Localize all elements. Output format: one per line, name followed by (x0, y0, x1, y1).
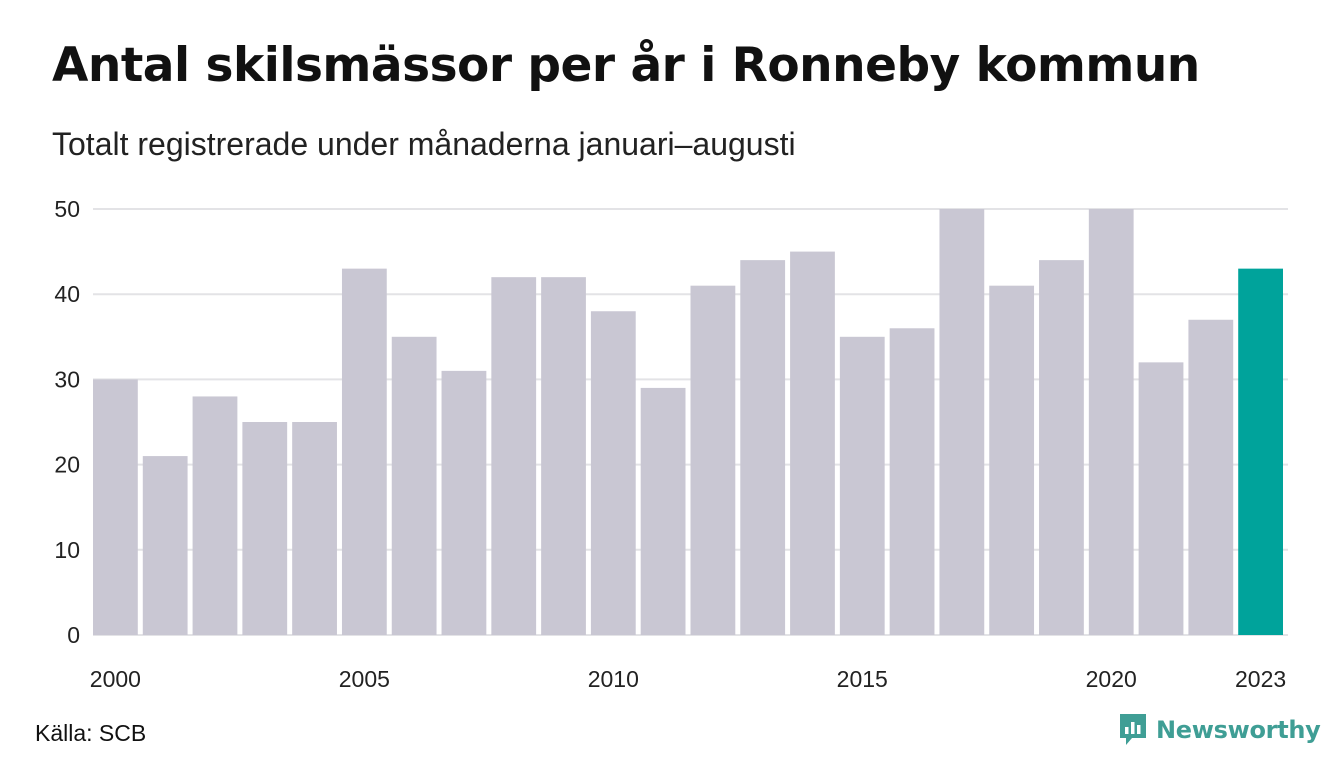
bar-2001 (142, 456, 188, 635)
bar-2017 (939, 209, 985, 635)
bar-2000 (93, 379, 138, 635)
y-tick-label: 0 (67, 622, 80, 648)
x-tick-label: 2015 (837, 666, 888, 692)
bar-2009 (541, 277, 586, 635)
bar-2012 (690, 285, 736, 635)
chart-title: Antal skilsmässor per år i Ronneby kommu… (52, 38, 1200, 93)
bar-2019 (1039, 260, 1084, 635)
bar-2020 (1088, 209, 1134, 635)
bar-2008 (491, 277, 537, 635)
bar-2007 (441, 370, 487, 635)
newsworthy-logo-icon (1120, 714, 1146, 745)
y-tick-label: 50 (54, 196, 80, 222)
source-note: Källa: SCB (35, 720, 147, 746)
bar-2002 (192, 396, 238, 635)
x-axis-ticks: 2000 2005 2010 2015 2020 2023 (90, 666, 1286, 692)
bar-2015 (839, 336, 885, 635)
bar-2006 (391, 336, 437, 635)
x-tick-label: 2020 (1086, 666, 1137, 692)
bar-2005 (341, 268, 387, 635)
bar-2023 (1238, 268, 1283, 635)
x-tick-label: 2000 (90, 666, 141, 692)
bar-2010 (590, 311, 636, 635)
brand-logo: Newsworthy (1118, 712, 1321, 748)
bar-2004 (292, 422, 337, 635)
bars (93, 209, 1283, 635)
bar-2011 (640, 387, 686, 635)
y-tick-label: 40 (54, 281, 80, 307)
y-axis-ticks: 0 10 20 30 40 50 (54, 196, 80, 648)
y-tick-label: 20 (54, 452, 80, 478)
x-tick-label: 2005 (339, 666, 390, 692)
y-tick-label: 30 (54, 366, 80, 392)
x-tick-label: 2010 (588, 666, 639, 692)
bar-2016 (889, 328, 935, 635)
bar-2018 (989, 285, 1035, 635)
chart-subtitle: Totalt registrerade under månaderna janu… (52, 126, 796, 162)
bar-2022 (1188, 319, 1234, 635)
bar-chart: 0 10 20 30 40 50 2000 2005 2010 2015 2020 2023 (54, 196, 1288, 692)
y-tick-label: 10 (54, 537, 80, 563)
bar-2003 (242, 422, 288, 635)
bar-2014 (790, 251, 835, 635)
x-tick-label: 2023 (1235, 666, 1286, 692)
brand-name: Newsworthy (1156, 716, 1321, 744)
bar-2021 (1138, 362, 1184, 635)
bar-2013 (740, 260, 786, 635)
